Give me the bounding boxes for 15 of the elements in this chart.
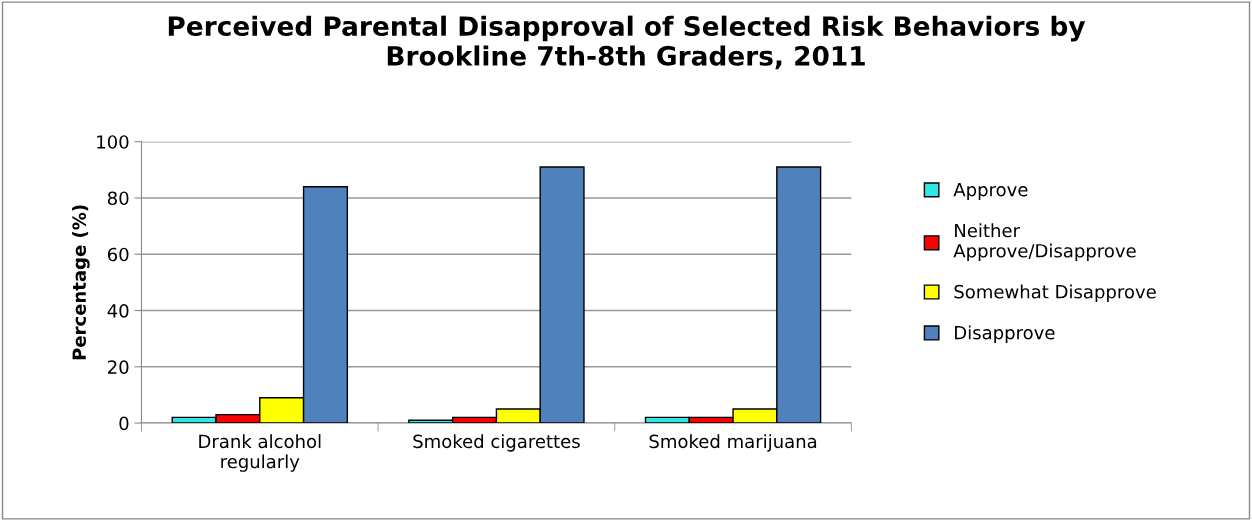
y-tick-label: 20 [108,360,129,374]
x-tick-label: Smoked marijuana [649,434,817,452]
y-tick-label: 40 [107,303,129,318]
legend-label: Disapprove [955,325,1055,343]
y-axis-title: Percentage (%) [72,205,90,360]
legend-label: Neither Approve/Disapprove [953,223,1136,262]
legend-label: Somewhat Disapprove [954,284,1156,303]
y-tick-label: 80 [107,191,129,206]
y-tick-label: 0 [119,416,129,431]
x-tick-label: Drank alcohol regularly [199,434,321,472]
y-tick-label: 60 [107,247,129,262]
legend-label: Approve [953,182,1028,200]
y-tick-label: 100 [97,135,129,149]
x-tick-label: Smoked cigarettes [413,434,580,452]
chart-title: Perceived Parental Disapproval of Selected Risk Behaviors by Brookline 7th-8th Graders, 2011 [168,15,1086,70]
